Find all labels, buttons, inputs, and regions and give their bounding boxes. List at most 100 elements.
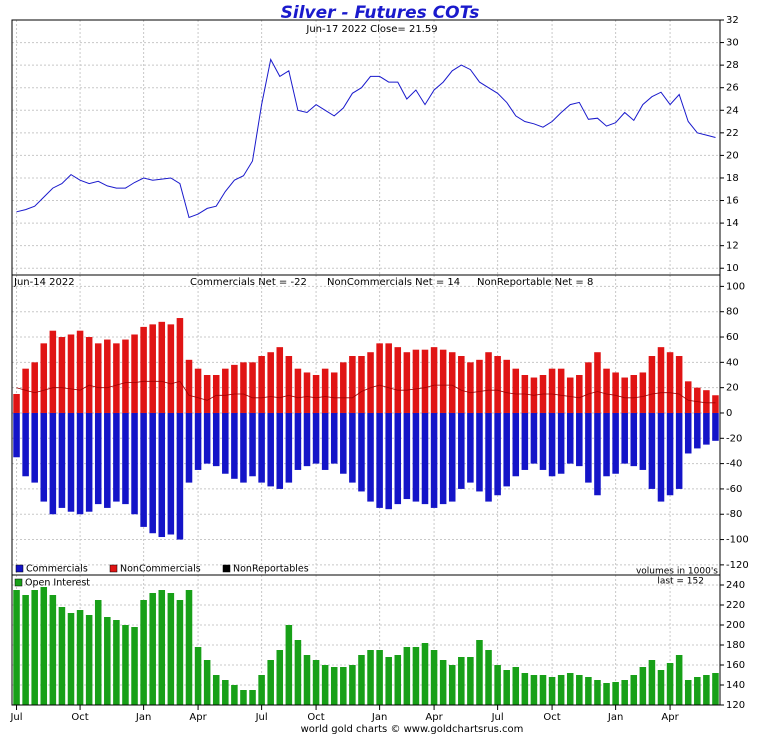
bar [267, 352, 274, 413]
bar [303, 412, 311, 467]
bar [285, 356, 293, 413]
bar [485, 352, 492, 413]
bar [703, 675, 710, 705]
bar [358, 412, 365, 492]
bar [85, 412, 93, 512]
bar [94, 600, 102, 705]
bar [376, 412, 383, 508]
bar [476, 412, 483, 492]
bar [340, 412, 347, 474]
bar [394, 412, 402, 505]
bar [40, 587, 48, 705]
bar [412, 412, 420, 502]
bar [158, 412, 166, 538]
bar [684, 381, 692, 413]
y-tick-label: -80 [726, 509, 742, 520]
y-tick-label: 200 [726, 620, 745, 631]
legend-label: NonCommercials [120, 564, 201, 575]
bar [621, 412, 628, 464]
bar [212, 412, 220, 467]
bar [67, 613, 75, 705]
bar [312, 412, 320, 464]
bar [94, 343, 102, 413]
bar [330, 667, 338, 705]
bar [467, 412, 474, 483]
bar [403, 352, 411, 413]
bar [13, 393, 20, 413]
bar [494, 356, 501, 413]
bar [321, 368, 329, 413]
bar [675, 412, 683, 489]
bar [403, 647, 411, 705]
bar [421, 349, 429, 413]
bar [675, 655, 683, 705]
bar [67, 412, 75, 512]
bar [648, 412, 656, 489]
bar [448, 665, 456, 705]
bar [684, 412, 692, 454]
y-tick-label: 180 [726, 640, 745, 651]
bar [212, 375, 220, 413]
chart-title: Silver - Futures COTs [281, 3, 480, 23]
bar [149, 593, 156, 705]
bar [22, 368, 29, 413]
y-tick-label: 16 [726, 196, 739, 207]
bar [703, 412, 710, 445]
bar [439, 660, 447, 705]
bar [185, 590, 193, 705]
y-tick-label: 60 [726, 332, 739, 343]
bar [657, 347, 665, 413]
y-tick-label: 10 [726, 263, 739, 274]
subtitle: Jun-17 2022 Close= 21.59 [305, 24, 437, 35]
bar [476, 359, 483, 413]
bar [222, 368, 229, 413]
y-tick-label: 14 [726, 218, 739, 229]
bar [612, 372, 619, 413]
bar [621, 377, 628, 413]
y-tick-label: 26 [726, 83, 739, 94]
bar [603, 412, 610, 477]
bar [194, 368, 202, 413]
y-tick-label: 24 [726, 105, 739, 116]
y-tick-label: 220 [726, 600, 745, 611]
y-tick-label: 12 [726, 241, 739, 252]
bar [76, 412, 84, 515]
legend-swatch [15, 564, 24, 573]
bar [31, 362, 38, 413]
bar [158, 590, 166, 705]
bar [203, 412, 211, 464]
bar [58, 337, 66, 413]
bar [430, 347, 438, 413]
bar [13, 412, 20, 458]
bar [576, 412, 583, 467]
bar [303, 655, 311, 705]
bar [185, 412, 193, 483]
x-tick-label: Oct [307, 712, 324, 723]
y-tick-label: 20 [726, 150, 739, 161]
bar [585, 362, 592, 413]
bar [267, 660, 274, 705]
bar [521, 412, 529, 470]
annotation: NonCommercials Net = 14 [327, 277, 460, 288]
bar [176, 412, 184, 540]
bar [430, 650, 438, 705]
bar [557, 368, 565, 413]
bar [367, 412, 374, 502]
bar [403, 412, 411, 500]
y-tick-label: 22 [726, 128, 739, 139]
bar [194, 412, 202, 470]
bar [321, 665, 329, 705]
bar [439, 349, 447, 413]
y-tick-label: 240 [726, 580, 745, 591]
bar [485, 650, 492, 705]
bar [485, 412, 492, 502]
bar [603, 683, 610, 705]
bar [503, 359, 510, 413]
bar [122, 625, 129, 705]
bar [548, 412, 556, 477]
frame [11, 19, 721, 276]
bar [258, 356, 265, 413]
bar [294, 640, 302, 705]
bar [276, 412, 284, 489]
bar [294, 368, 302, 413]
